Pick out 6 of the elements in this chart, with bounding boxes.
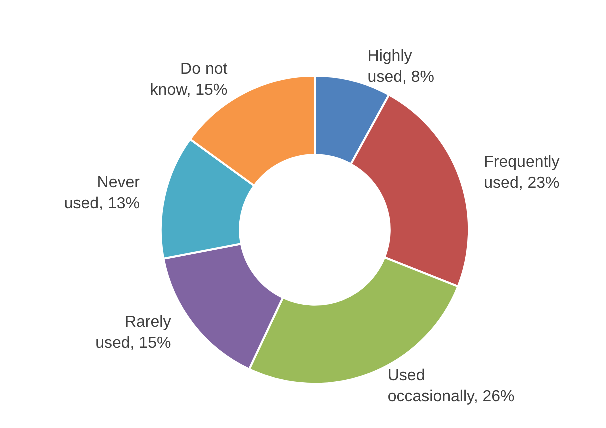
slice-label: Never used, 13% <box>64 174 141 212</box>
slice-label: Do not know, 15% <box>150 61 228 100</box>
slice-label: Rarely used, 15% <box>96 314 172 352</box>
slice-label: Highly used, 8% <box>368 48 435 86</box>
slice-label: Frequently used, 23% <box>484 154 560 192</box>
slice-label: Used occasionally, 26% <box>388 367 515 406</box>
